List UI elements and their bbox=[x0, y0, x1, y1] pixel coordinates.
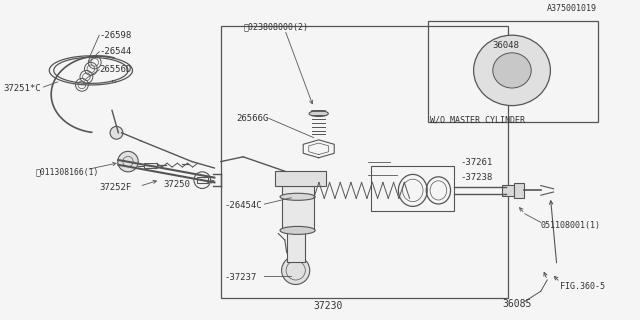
Circle shape bbox=[110, 126, 123, 139]
Text: Ⓑ011308166(1): Ⓑ011308166(1) bbox=[35, 167, 99, 176]
Text: Ⓝ023808000(2): Ⓝ023808000(2) bbox=[243, 22, 308, 31]
Text: 26566G: 26566G bbox=[237, 114, 269, 123]
Bar bbox=[144, 163, 157, 168]
Text: 36048: 36048 bbox=[493, 41, 520, 50]
Text: 37252F: 37252F bbox=[99, 183, 131, 192]
Bar bbox=[275, 171, 326, 186]
Bar bbox=[287, 230, 305, 262]
Bar bbox=[371, 166, 454, 211]
Ellipse shape bbox=[280, 193, 316, 200]
Text: -37261: -37261 bbox=[461, 158, 493, 167]
Text: W/O MASTER CYLINDER: W/O MASTER CYLINDER bbox=[430, 116, 525, 124]
Bar bbox=[282, 186, 314, 230]
Text: -37238: -37238 bbox=[461, 173, 493, 182]
Text: 37230: 37230 bbox=[314, 300, 343, 311]
Text: A375001019: A375001019 bbox=[547, 4, 597, 13]
Text: -26598: -26598 bbox=[99, 31, 131, 40]
Ellipse shape bbox=[493, 53, 531, 88]
Text: 37251*C: 37251*C bbox=[3, 84, 41, 92]
Ellipse shape bbox=[309, 111, 328, 116]
Ellipse shape bbox=[474, 35, 550, 106]
Ellipse shape bbox=[280, 227, 316, 234]
Text: -37237: -37237 bbox=[224, 273, 256, 282]
Text: 051108001(1): 051108001(1) bbox=[541, 221, 601, 230]
Text: 26556D: 26556D bbox=[99, 65, 131, 74]
Text: FIG.360-5: FIG.360-5 bbox=[560, 282, 605, 291]
Bar bbox=[514, 183, 524, 198]
Bar bbox=[428, 21, 598, 122]
Circle shape bbox=[118, 151, 138, 172]
Bar bbox=[502, 185, 515, 196]
Text: -26544: -26544 bbox=[99, 47, 131, 56]
Circle shape bbox=[282, 256, 310, 284]
Text: 37250: 37250 bbox=[164, 180, 191, 188]
Text: -26454C: -26454C bbox=[224, 201, 262, 210]
Bar bbox=[197, 177, 208, 183]
Text: 36085: 36085 bbox=[502, 299, 532, 309]
Bar bbox=[221, 26, 508, 298]
